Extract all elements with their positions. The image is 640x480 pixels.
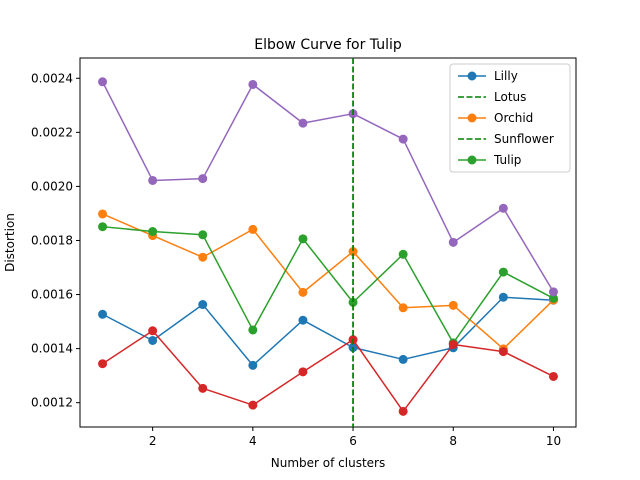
data-point xyxy=(98,209,108,219)
y-axis: 0.0012 0.0014 0.0016 0.0018 0.0020 0.0022 0.00… xyxy=(31,71,80,410)
y-axis-title: Distortion xyxy=(3,213,17,272)
legend-marker xyxy=(467,155,477,165)
data-point xyxy=(298,234,308,244)
data-point xyxy=(398,406,408,416)
data-point xyxy=(148,175,158,185)
legend-label: Lilly xyxy=(494,69,518,83)
data-point xyxy=(498,292,508,302)
legend-label: Sunflower xyxy=(494,132,554,146)
data-point xyxy=(248,79,258,89)
data-point xyxy=(198,174,208,184)
data-point xyxy=(98,359,108,369)
data-point xyxy=(198,300,208,310)
y-tick-label: 0.0020 xyxy=(31,179,73,193)
data-point xyxy=(198,383,208,393)
data-point xyxy=(248,360,258,370)
series-line xyxy=(101,81,555,293)
data-point xyxy=(98,77,108,87)
x-tick-label: 4 xyxy=(249,434,257,448)
legend-label: Orchid xyxy=(494,111,533,125)
data-point xyxy=(498,203,508,213)
data-point xyxy=(198,252,208,262)
x-axis: 2 4 6 8 10 xyxy=(149,427,561,448)
data-point xyxy=(98,309,108,319)
series-line xyxy=(102,330,554,413)
data-point xyxy=(298,118,308,128)
y-tick-label: 0.0024 xyxy=(31,71,73,85)
data-point xyxy=(148,227,158,237)
x-tick-label: 8 xyxy=(449,434,457,448)
legend: Lilly Lotus Orchid Sunflower Tulip xyxy=(449,63,571,173)
y-tick-label: 0.0016 xyxy=(31,288,73,302)
data-point xyxy=(148,335,158,345)
legend-label: Lotus xyxy=(494,90,526,104)
data-point xyxy=(298,367,308,377)
series-line xyxy=(102,225,554,344)
data-point xyxy=(398,134,408,144)
data-point xyxy=(448,237,458,247)
data-point xyxy=(498,267,508,277)
data-point xyxy=(248,325,258,335)
y-tick-label: 0.0012 xyxy=(31,396,73,410)
legend-item-sunflower: Sunflower xyxy=(458,132,554,146)
legend-item-lotus: Lotus xyxy=(458,90,526,104)
data-point xyxy=(398,303,408,313)
data-point xyxy=(448,340,458,350)
data-point xyxy=(248,400,258,410)
data-point xyxy=(298,287,308,297)
series-line xyxy=(102,213,554,350)
legend-item-orchid: Orchid xyxy=(458,111,533,125)
x-tick-label: 10 xyxy=(546,434,561,448)
data-point xyxy=(348,297,358,307)
y-tick-label: 0.0018 xyxy=(31,233,73,247)
legend-item-tulip: Tulip xyxy=(458,153,521,167)
legend-marker xyxy=(467,71,477,81)
data-point xyxy=(198,230,208,240)
data-point xyxy=(298,315,308,325)
data-point xyxy=(398,354,408,364)
legend-frame xyxy=(449,63,571,173)
series-orchid xyxy=(98,209,558,354)
legend-marker xyxy=(467,113,477,123)
data-point xyxy=(248,224,258,234)
series-lilly xyxy=(98,292,558,370)
legend-item-lilly: Lilly xyxy=(458,69,518,83)
data-point xyxy=(398,249,408,259)
y-tick-label: 0.0014 xyxy=(31,342,73,356)
series-tulip xyxy=(98,222,558,348)
legend-label: Tulip xyxy=(493,153,521,167)
chart-title: Elbow Curve for Tulip xyxy=(254,37,402,53)
x-axis-title: Number of clusters xyxy=(271,456,385,470)
series-line xyxy=(102,296,554,367)
data-point xyxy=(548,293,558,303)
data-point xyxy=(148,326,158,336)
data-point xyxy=(548,371,558,381)
series-unlabeled-3 xyxy=(98,326,558,416)
data-point xyxy=(498,347,508,357)
x-tick-label: 6 xyxy=(349,434,357,448)
data-point xyxy=(548,287,558,297)
plot-area-frame xyxy=(79,57,577,428)
x-tick-label: 2 xyxy=(149,434,157,448)
y-tick-label: 0.0022 xyxy=(31,125,73,139)
data-point xyxy=(348,247,358,257)
data-point xyxy=(448,300,458,310)
data-point xyxy=(98,222,108,232)
